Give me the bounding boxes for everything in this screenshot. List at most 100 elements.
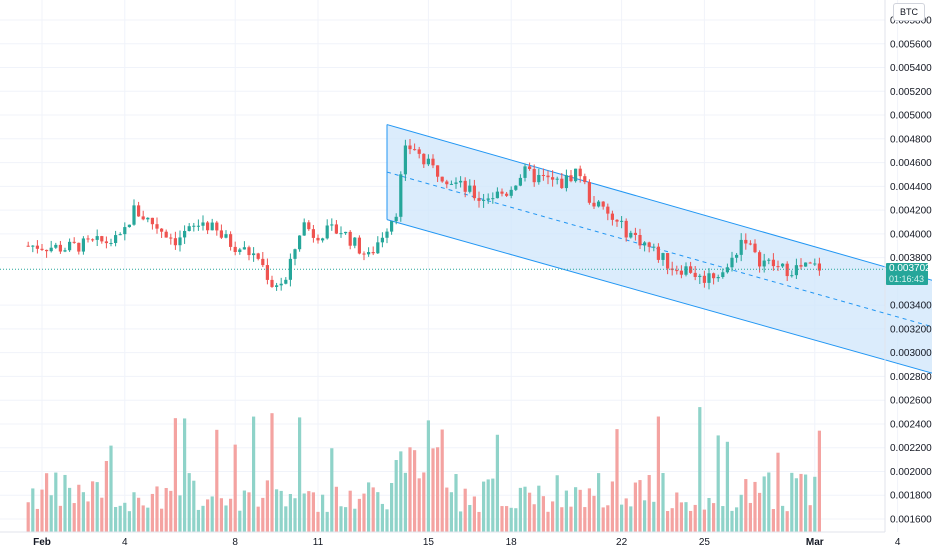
candle-body xyxy=(491,198,495,200)
volume-bar xyxy=(532,504,536,532)
candle-body xyxy=(707,273,711,283)
volume-bar xyxy=(564,490,568,532)
candle-body xyxy=(431,158,435,166)
candle-body xyxy=(58,244,62,252)
volume-bar xyxy=(804,474,808,532)
candle-body xyxy=(449,183,453,185)
volume-bar xyxy=(252,416,256,532)
candle-body xyxy=(583,176,587,183)
candle-body xyxy=(735,254,739,258)
candle-body xyxy=(288,258,292,280)
volume-bar xyxy=(670,508,674,532)
y-tick-label: 0.005800 xyxy=(890,16,932,27)
candle-body xyxy=(661,253,665,260)
volume-bar xyxy=(390,483,394,532)
candle-body xyxy=(597,201,601,207)
volume-bar xyxy=(730,510,734,532)
volume-bars xyxy=(26,407,821,532)
candle-body xyxy=(247,247,251,256)
x-tick-label: Feb xyxy=(33,537,51,548)
volume-bar xyxy=(339,506,343,532)
candle-body xyxy=(206,222,210,231)
volume-bar xyxy=(693,504,697,532)
volume-bar xyxy=(449,492,453,532)
candle-body xyxy=(482,199,486,201)
y-tick-label: 0.004600 xyxy=(890,158,932,169)
volume-bar xyxy=(219,498,223,532)
candle-body xyxy=(390,221,394,232)
candle-body xyxy=(615,219,619,222)
candle-body xyxy=(748,243,752,245)
candle-body xyxy=(316,237,320,241)
candle-body xyxy=(440,176,444,182)
candle-body xyxy=(137,205,141,217)
candle-body xyxy=(72,241,76,243)
volume-bar xyxy=(647,475,651,532)
volume-bar xyxy=(551,501,555,532)
candle-body xyxy=(762,260,766,267)
volume-bar xyxy=(597,473,601,532)
candle-body xyxy=(532,169,536,183)
candle-body xyxy=(104,241,108,244)
volume-bar xyxy=(49,495,53,532)
candle-body xyxy=(284,279,288,284)
candle-body xyxy=(68,241,72,251)
candle-body xyxy=(348,231,352,246)
candle-body xyxy=(633,232,637,236)
volume-bar xyxy=(399,451,403,532)
volume-bar xyxy=(661,473,665,532)
candle-body xyxy=(509,189,513,196)
candle-body xyxy=(638,235,642,246)
y-tick-label: 0.002800 xyxy=(890,372,932,383)
volume-bar xyxy=(776,452,780,532)
candle-body xyxy=(224,234,228,238)
time-axis[interactable]: Feb481115182225Mar4811 xyxy=(33,537,932,548)
volume-bar xyxy=(68,487,72,532)
candle-body xyxy=(459,180,463,183)
candle-body xyxy=(537,174,541,183)
volume-bar xyxy=(601,507,605,532)
candle-body xyxy=(790,275,794,277)
candle-body xyxy=(49,247,53,252)
y-tick-label: 0.003200 xyxy=(890,324,932,335)
candle-body xyxy=(40,248,44,250)
y-tick-label: 0.005600 xyxy=(890,39,932,50)
volume-bar xyxy=(330,448,334,532)
volume-bar xyxy=(624,498,628,532)
volume-bar xyxy=(606,505,610,532)
volume-bar xyxy=(334,486,338,532)
x-tick-label: Mar xyxy=(806,537,824,548)
volume-bar xyxy=(698,407,702,532)
last-price-badge: 0.003702 01:16:43 xyxy=(886,263,931,285)
candle-body xyxy=(399,174,403,217)
currency-label[interactable]: BTC xyxy=(893,3,925,21)
candle-body xyxy=(546,175,550,178)
volume-bar xyxy=(201,505,205,532)
volume-bar xyxy=(422,472,426,532)
candle-body xyxy=(744,239,748,244)
volume-bar xyxy=(684,502,688,532)
volume-bar xyxy=(569,506,573,532)
volume-bar xyxy=(307,491,311,532)
volume-bar xyxy=(164,487,168,532)
volume-bar xyxy=(656,416,660,532)
volume-bar xyxy=(712,503,716,532)
volume-bar xyxy=(794,478,798,532)
candle-body xyxy=(95,236,99,240)
volume-bar xyxy=(63,474,67,532)
volume-bar xyxy=(403,472,407,532)
last-price-value: 0.003702 xyxy=(889,263,931,274)
candle-body xyxy=(215,222,219,231)
volume-bar xyxy=(238,510,242,532)
candle-body xyxy=(574,168,578,182)
candle-body xyxy=(54,244,58,248)
price-axis[interactable]: 0.005800 0.005600 0.005400 0.005200 0.005000… xyxy=(890,16,932,526)
candle-body xyxy=(35,245,39,249)
candle-body xyxy=(146,217,150,220)
volume-bar xyxy=(293,498,297,532)
candle-body xyxy=(712,273,716,279)
volume-bar xyxy=(735,507,739,532)
candle-body xyxy=(753,243,757,253)
candle-body xyxy=(367,252,371,255)
